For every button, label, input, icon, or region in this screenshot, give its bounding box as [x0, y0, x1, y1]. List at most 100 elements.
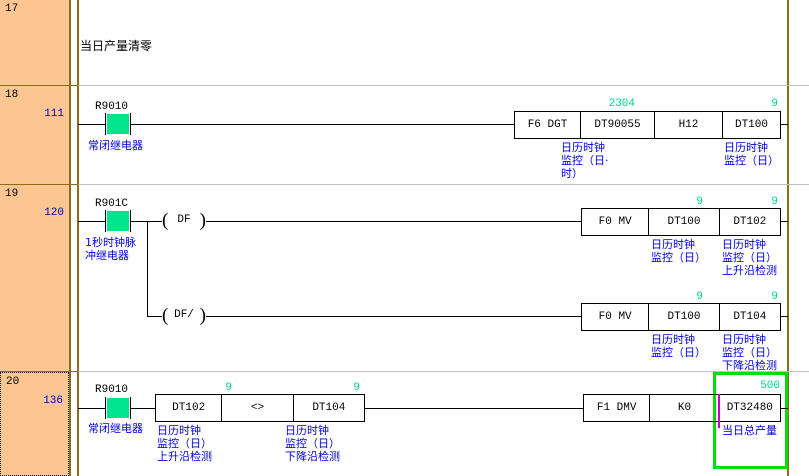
rung-gutter-17[interactable]: 17: [0, 0, 69, 85]
contact-bar-left: [105, 210, 106, 232]
rung-number-19: 19: [5, 188, 19, 200]
rung-number-18: 18: [5, 89, 19, 101]
operand-value-dt104-branch2: 9: [771, 291, 778, 303]
rung-number-20: 20: [6, 376, 20, 388]
coil-label: DF: [177, 214, 191, 226]
operand-comment-dt104-rung20: 日历时钟 监控（日） 下降沿检测: [285, 424, 340, 463]
compare-operand-right[interactable]: DT104: [312, 402, 346, 414]
compare-operand-left[interactable]: DT102: [156, 395, 223, 421]
wire-rung20-compare-to-out: [365, 408, 583, 409]
coil-paren-left: (: [162, 305, 169, 326]
instruction-operand-2[interactable]: DT102: [733, 216, 767, 228]
wire-rung18-right: [781, 124, 788, 125]
contact-comment-rung19: 1秒时钟脉 冲继电器: [85, 236, 136, 262]
instruction-operand-2[interactable]: DT32480: [726, 402, 773, 414]
contact-name-r9010-rung18: R9010: [95, 101, 129, 113]
operand-value-dt90055: 2304: [608, 98, 635, 110]
rung-separator-19-20: [69, 371, 809, 372]
wire-branch2-pre-coil: [147, 316, 162, 317]
rung-gutter-20[interactable]: 20 136: [0, 372, 69, 476]
edit-cursor-selection[interactable]: [713, 372, 788, 469]
compare-box-rung20[interactable]: DT102 <> DT104: [155, 394, 365, 422]
wire-branch1-post-coil: [206, 221, 581, 222]
operand-value-dt100-rung18: 9: [771, 98, 778, 110]
contact-bar-right: [130, 113, 131, 135]
operand-comment-dt100-rung18: 日历时钟 监控（日）: [724, 141, 779, 167]
contact-name-r9010-rung20: R9010: [95, 384, 129, 396]
coil-df-branch1[interactable]: ( DF ): [162, 210, 206, 232]
instruction-opcode[interactable]: F1 DMV: [584, 395, 651, 421]
contact-highlight-fill: [107, 211, 129, 231]
operand-comment-dt102-rung20: 日历时钟 监控（日） 上升沿检测: [157, 424, 212, 463]
wire-rung19-to-junction: [131, 221, 148, 222]
right-power-rail: [787, 0, 789, 476]
instruction-box-rung18[interactable]: F6 DGT DT90055 H12 DT100: [514, 111, 781, 139]
operand-comment-dt102-branch1: 日历时钟 监控（日） 上升沿检测: [722, 238, 777, 277]
wire-rung20-left: [78, 408, 105, 409]
coil-label: DF/: [174, 309, 194, 321]
operand-value-dt104-rung20: 9: [353, 382, 360, 394]
wire-rung18-left: [78, 124, 105, 125]
operand-value-dt32480: 500: [760, 380, 780, 392]
wire-branch2-right: [781, 316, 788, 317]
output-box-rung20[interactable]: F1 DMV K0 DT32480: [583, 394, 781, 422]
operand-comment-dt100-branch1: 日历时钟 监控（日）: [651, 238, 706, 264]
instruction-operand-1[interactable]: K0: [650, 395, 720, 421]
wire-rung19-branch-vertical: [147, 221, 148, 316]
contact-r9010-rung20[interactable]: [105, 397, 131, 419]
rung-separator-gutter-18-19: [0, 184, 78, 185]
instruction-opcode[interactable]: F0 MV: [582, 209, 650, 235]
operand-value-dt102-branch1: 9: [771, 196, 778, 208]
contact-comment-rung20: 常闭继电器: [88, 422, 143, 435]
contact-r901c-rung19[interactable]: [105, 210, 131, 232]
instruction-operand-2[interactable]: DT104: [733, 311, 767, 323]
coil-paren-right: ): [199, 305, 206, 326]
contact-bar-right: [130, 210, 131, 232]
instruction-opcode[interactable]: F6 DGT: [515, 112, 581, 138]
instruction-box-branch2[interactable]: F0 MV DT100 DT104: [581, 303, 781, 331]
instruction-opcode[interactable]: F0 MV: [582, 304, 650, 330]
rung-address-20: 136: [43, 395, 63, 407]
operand-value-dt100-branch1: 9: [696, 196, 703, 208]
rung-address-19: 120: [44, 207, 64, 219]
operand-comment-dt100-branch2: 日历时钟 监控（日）: [651, 333, 706, 359]
left-power-rail-outer: [69, 0, 71, 476]
operand-value-dt102-rung20: 9: [225, 382, 232, 394]
wire-rung20-to-compare: [131, 408, 155, 409]
rung-address-18: 111: [44, 108, 64, 120]
operand-value-dt100-branch2: 9: [696, 291, 703, 303]
instruction-operand-2[interactable]: H12: [655, 112, 723, 138]
instruction-operand-1[interactable]: DT100: [649, 304, 720, 330]
rung-separator-gutter-19-20: [0, 371, 78, 372]
rung-separator-17-18: [69, 85, 809, 86]
left-power-rail-inner: [77, 0, 79, 476]
operand-comment-dt32480: 当日总产量: [722, 424, 777, 437]
instruction-box-branch1[interactable]: F0 MV DT100 DT102: [581, 208, 781, 236]
contact-highlight-fill: [107, 114, 129, 134]
instruction-operand-1[interactable]: DT90055: [581, 112, 655, 138]
rung-gutter-19[interactable]: 19 120: [0, 185, 69, 371]
rung-separator-gutter-17-18: [0, 85, 78, 86]
instruction-operand-1[interactable]: DT100: [649, 209, 720, 235]
coil-dfslash-branch2[interactable]: ( DF/ ): [162, 305, 206, 327]
wire-rung18-main: [131, 124, 514, 125]
rung-separator-18-19: [69, 184, 809, 185]
wire-rung19-left: [78, 221, 105, 222]
wire-rung20-right: [781, 408, 788, 409]
instruction-operand-3[interactable]: DT100: [734, 119, 768, 131]
rung-gutter-18[interactable]: 18 111: [0, 86, 69, 184]
contact-bar-left: [105, 397, 106, 419]
contact-r9010-rung18[interactable]: [105, 113, 131, 135]
contact-bar-left: [105, 113, 106, 135]
edit-cursor-caret: [718, 394, 720, 428]
compare-operator[interactable]: <>: [222, 395, 294, 421]
rung-number-17: 17: [5, 3, 19, 15]
coil-paren-left: (: [162, 210, 169, 231]
contact-name-r901c-rung19: R901C: [95, 198, 129, 210]
operand-comment-dt90055: 日历时钟 监控（日· 时）: [561, 141, 609, 180]
wire-branch1-right: [781, 221, 788, 222]
wire-branch2-post-coil: [206, 316, 581, 317]
contact-comment-rung18: 常闭继电器: [88, 139, 143, 152]
contact-bar-right: [130, 397, 131, 419]
